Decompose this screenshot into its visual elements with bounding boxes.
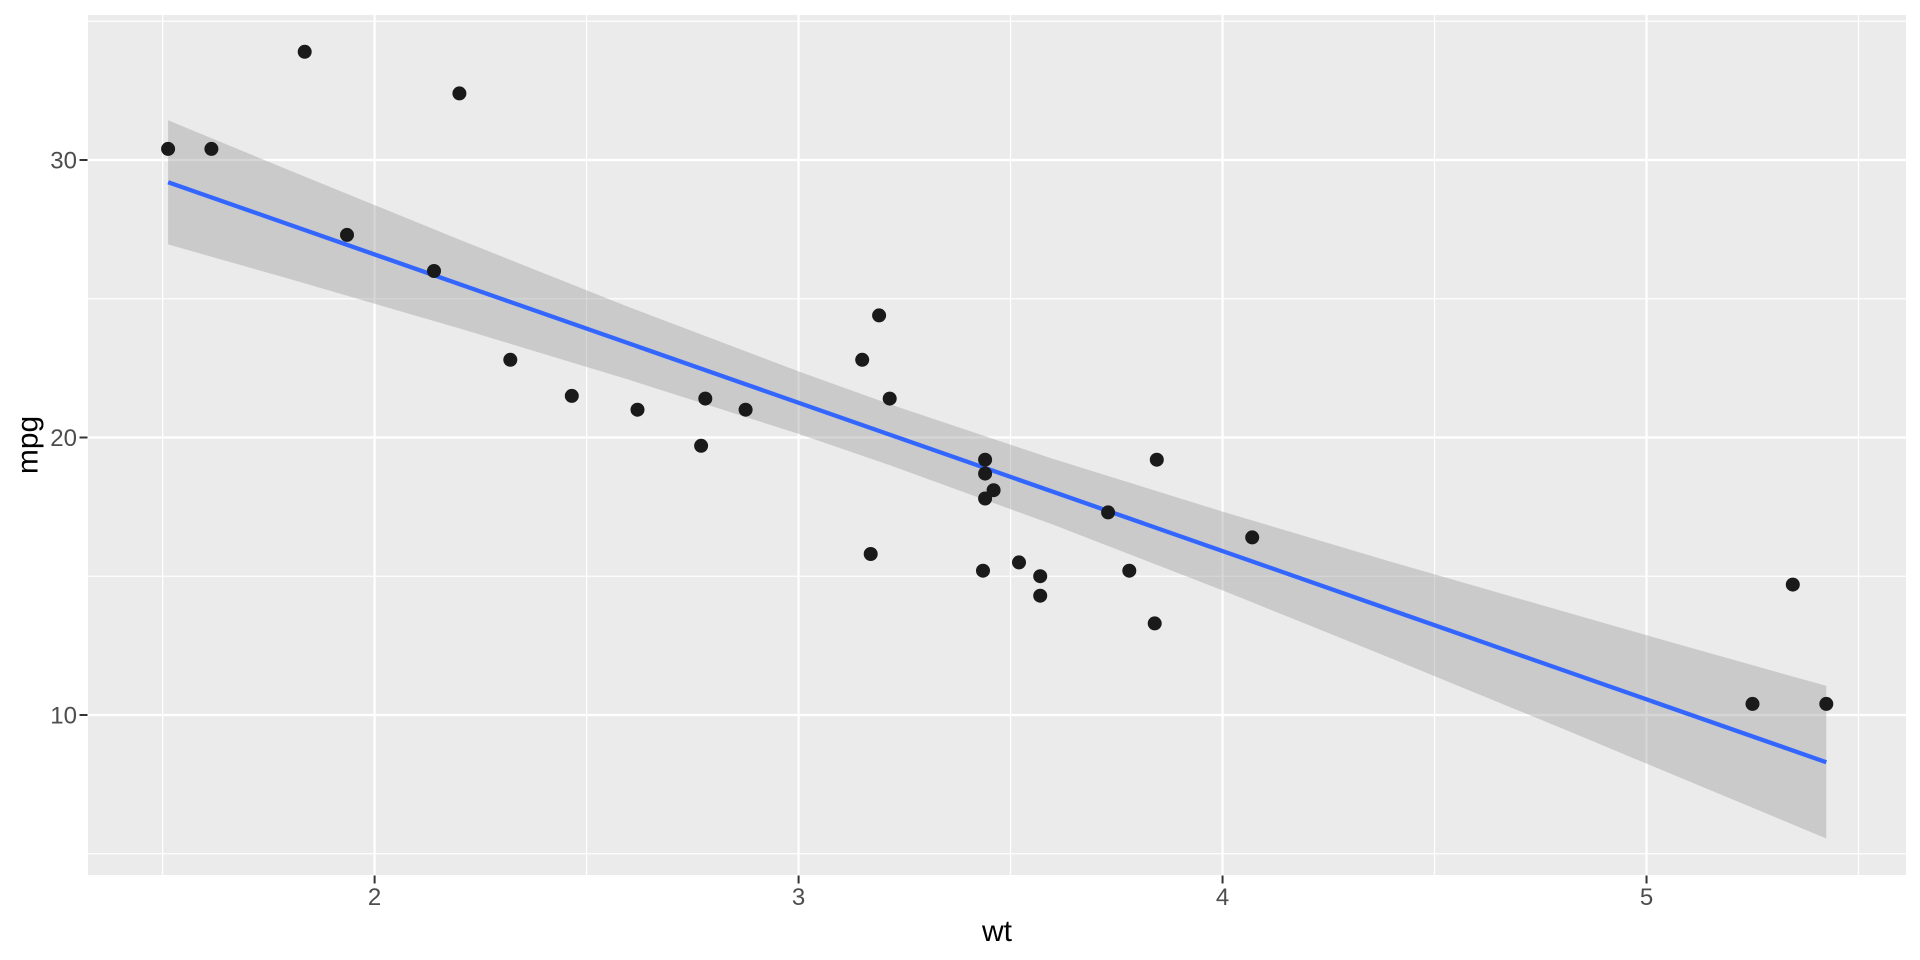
data-point	[1122, 563, 1137, 578]
data-point	[452, 86, 467, 101]
data-point	[427, 264, 441, 278]
data-point	[855, 352, 870, 367]
data-point	[340, 227, 354, 242]
data-point	[1245, 530, 1260, 545]
x-tick-label: 4	[1216, 884, 1229, 911]
data-point	[297, 44, 312, 59]
data-point	[161, 141, 176, 156]
data-point	[1745, 696, 1760, 711]
axes: 2 3 4 5 10 20 30	[50, 147, 1653, 911]
data-point	[1785, 577, 1800, 592]
data-point	[1819, 696, 1834, 711]
data-point	[882, 391, 897, 406]
x-tick-label: 2	[368, 884, 381, 911]
data-point	[978, 452, 993, 467]
data-point	[1149, 452, 1164, 467]
data-point	[1033, 569, 1048, 584]
y-axis-title: mpg	[12, 416, 45, 474]
data-point	[978, 491, 993, 506]
x-tick-label: 5	[1640, 884, 1653, 911]
data-point	[204, 141, 219, 156]
data-point	[978, 466, 993, 481]
y-tick-label: 10	[50, 702, 77, 729]
data-point	[698, 391, 713, 406]
data-point	[738, 402, 753, 417]
data-point	[1147, 616, 1162, 631]
data-point	[694, 438, 709, 453]
data-point	[1033, 588, 1048, 603]
x-tick-label: 3	[792, 884, 805, 911]
y-tick-label: 20	[50, 425, 77, 452]
panel-background	[88, 15, 1906, 875]
data-point	[1101, 505, 1116, 520]
data-point	[564, 388, 579, 403]
data-point	[503, 352, 518, 367]
data-point	[630, 402, 645, 417]
regression-line	[167, 180, 1828, 765]
y-tick-label: 30	[50, 147, 77, 174]
confidence-ribbon	[168, 120, 1827, 839]
data-point	[872, 308, 887, 323]
panel	[88, 15, 1906, 875]
data-point	[863, 547, 878, 561]
x-axis-title: wt	[981, 915, 1013, 948]
data-point	[1012, 555, 1026, 570]
data-point	[976, 563, 990, 578]
